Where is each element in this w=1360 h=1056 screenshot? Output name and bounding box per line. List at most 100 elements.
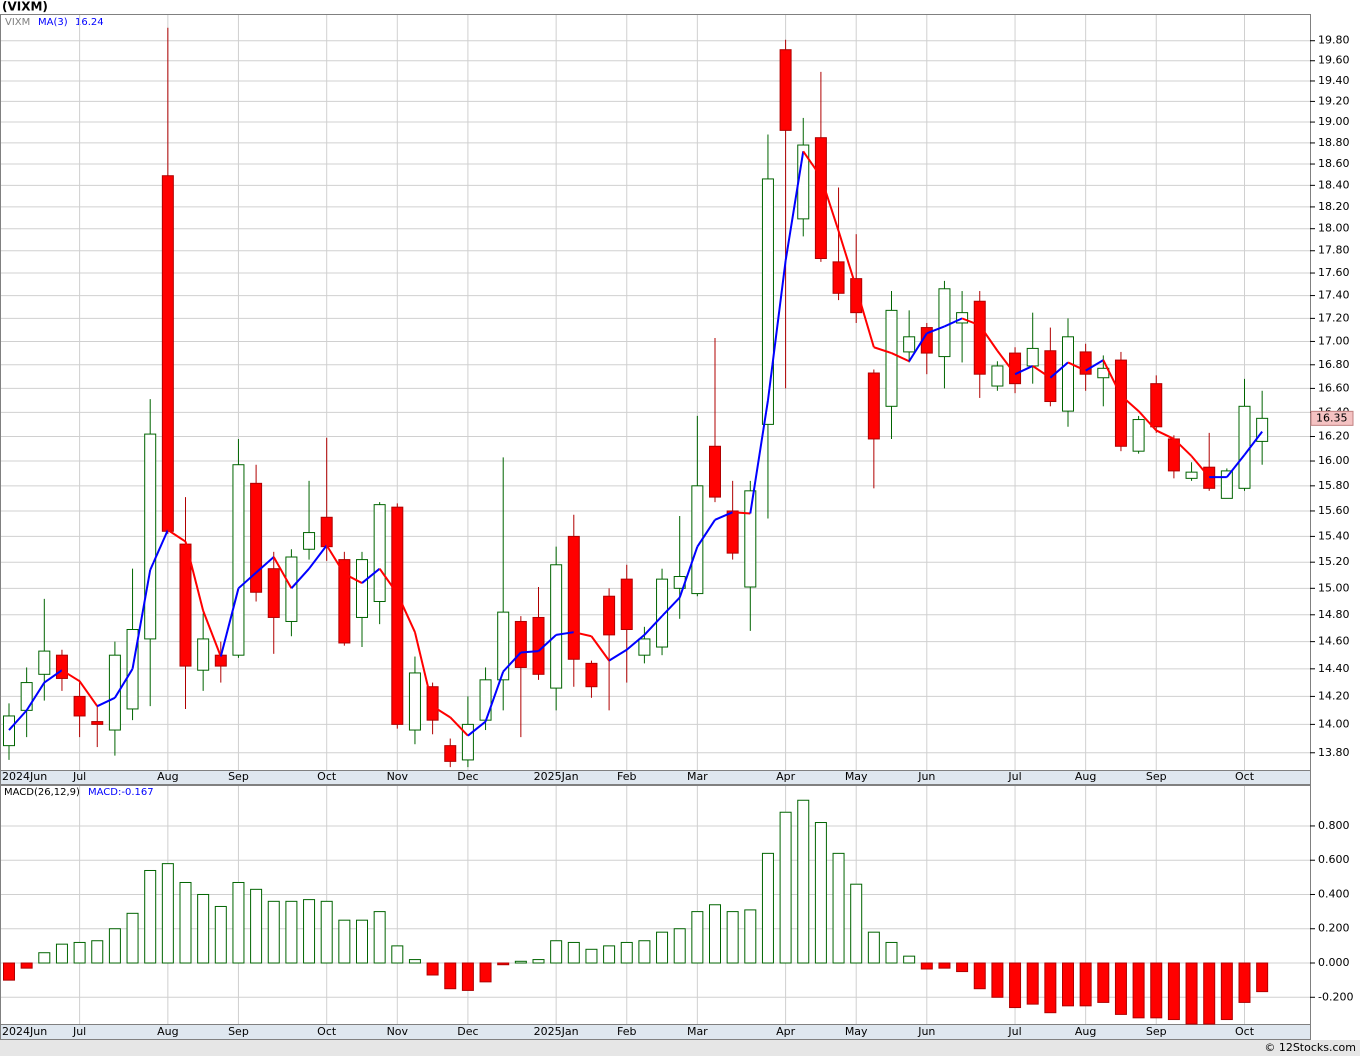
x-tick-label: Oct — [1235, 1025, 1255, 1038]
macd-bar — [709, 904, 721, 964]
ma-segment — [1014, 365, 1034, 376]
ma-segment — [944, 317, 963, 328]
ma-segment — [61, 669, 81, 683]
ma-segment — [1067, 361, 1087, 372]
candle-body — [391, 506, 404, 725]
y-tick-label: -0.200 — [1318, 990, 1353, 1003]
macd-bar — [585, 948, 598, 964]
x-tick-label: May — [845, 1025, 868, 1038]
x-tick-label: Nov — [387, 1025, 409, 1038]
macd-bar — [1220, 962, 1233, 1021]
macd-bar — [691, 911, 704, 964]
ma-segment — [1243, 431, 1263, 456]
candle-body — [1220, 470, 1233, 499]
ma-segment — [608, 648, 628, 662]
y-tick-label: 17.00 — [1318, 334, 1350, 347]
ma-segment — [131, 569, 152, 670]
candle-body — [1026, 347, 1039, 367]
y-tick-label: 17.20 — [1318, 311, 1350, 324]
macd-bar — [197, 893, 210, 964]
candle-body — [144, 433, 157, 640]
macd-bar — [973, 962, 986, 990]
x-tick-label: Jul — [1007, 770, 1021, 783]
candle-body — [973, 300, 986, 375]
candle-body — [514, 620, 527, 668]
y-tick-label: 19.20 — [1318, 94, 1350, 107]
macd-bar — [867, 931, 880, 964]
macd-bar — [179, 881, 192, 964]
candle-body — [1238, 405, 1251, 489]
y-tick-label: 18.60 — [1318, 157, 1350, 170]
macd-bar — [885, 941, 898, 964]
macd-bar — [1097, 962, 1110, 1003]
candle-body — [1044, 350, 1057, 403]
candle-body — [726, 510, 739, 554]
candle-body — [779, 49, 792, 131]
candle-body — [20, 682, 33, 711]
macd-bar — [214, 905, 227, 964]
macd-bar — [126, 912, 139, 964]
ma-segment — [484, 671, 505, 722]
candle-body — [161, 175, 174, 532]
macd-bar — [638, 940, 651, 964]
x-tick-label: Apr — [776, 1025, 796, 1038]
macd-bar — [461, 962, 474, 991]
candle-body — [214, 654, 227, 667]
candle-body — [197, 638, 210, 671]
x-axis-band — [0, 770, 1311, 785]
ma-segment — [1226, 454, 1246, 478]
x-tick-label: Jul — [72, 1025, 86, 1038]
y-tick-label: 16.00 — [1318, 454, 1350, 467]
macd-bar — [232, 881, 245, 964]
y-tick-label: 15.00 — [1318, 581, 1350, 594]
macd-bar — [903, 955, 916, 964]
y-tick-label: 14.40 — [1318, 662, 1350, 675]
macd-bar — [920, 962, 933, 970]
macd-label: MACD:-0.167 — [88, 787, 154, 798]
y-tick-label: 18.00 — [1318, 222, 1350, 235]
last-price-label: 16.35 — [1316, 411, 1348, 424]
macd-bar — [20, 962, 33, 969]
ma-segment — [749, 400, 769, 514]
ma-segment — [149, 529, 169, 571]
ma-segment — [1137, 410, 1157, 432]
macd-bar — [338, 919, 351, 964]
macd-bar — [497, 962, 510, 966]
macd-bar — [1044, 962, 1057, 1014]
ma-segment — [573, 631, 592, 638]
x-tick-label: May — [845, 770, 868, 783]
ma-segment — [219, 588, 240, 657]
ma-segment — [96, 696, 116, 708]
ma-segment — [714, 511, 734, 521]
ma-segment — [432, 705, 451, 719]
y-tick-label: 17.80 — [1318, 244, 1350, 257]
ma-segment — [978, 324, 999, 352]
macd-bar — [797, 799, 810, 964]
y-tick-label: 16.20 — [1318, 430, 1350, 443]
macd-bar — [479, 962, 492, 983]
ma-segment — [732, 511, 751, 515]
x-tick-label: Sep — [228, 1025, 249, 1038]
y-tick-label: 0.800 — [1318, 819, 1350, 832]
legend-ma: MA(3) — [38, 17, 68, 28]
ma-segment — [1032, 365, 1051, 379]
macd-bar — [532, 959, 545, 964]
x-tick-label: Aug — [157, 770, 178, 783]
candle-body — [479, 679, 492, 721]
candle-body — [832, 261, 845, 294]
ma-segment — [1155, 429, 1175, 440]
macd-bar — [744, 909, 757, 964]
candle-body — [250, 482, 263, 593]
macd-bar — [91, 940, 104, 964]
candle-body — [867, 372, 880, 440]
ma-segment — [1190, 455, 1210, 478]
macd-bar — [814, 822, 827, 964]
ma-segment — [467, 720, 487, 737]
y-tick-label: 0.000 — [1318, 956, 1350, 969]
y-tick-label: 19.00 — [1318, 115, 1350, 128]
ma-segment — [1085, 359, 1104, 372]
macd-bar — [1079, 962, 1092, 1007]
ma-segment — [1120, 394, 1140, 412]
candle-body — [179, 543, 192, 667]
x-tick-label: Nov — [387, 770, 409, 783]
